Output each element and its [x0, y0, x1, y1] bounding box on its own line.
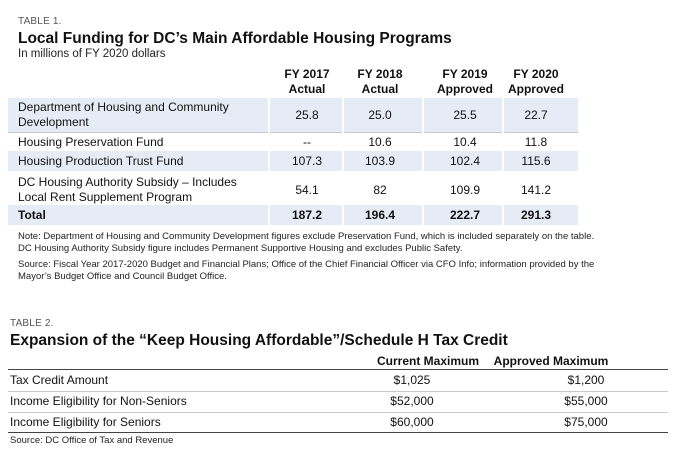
- table-cell: 103.9: [364, 154, 396, 168]
- column-header-fy2018: FY 2018 Actual: [357, 67, 403, 96]
- table-cell: 141.2: [520, 183, 552, 197]
- table-cell: $52,000: [390, 394, 434, 408]
- total-cell: 222.7: [449, 208, 481, 222]
- total-cell: 291.3: [520, 208, 552, 222]
- table-cell: 115.6: [521, 154, 551, 168]
- table2-tag: TABLE 2.: [10, 318, 54, 329]
- table-cell: 10.4: [453, 135, 477, 149]
- column-divider: [422, 98, 424, 225]
- column-divider: [268, 98, 270, 225]
- total-cell: 196.4: [364, 208, 396, 222]
- column-header-fy2017: FY 2017 Actual: [284, 67, 330, 96]
- table1-source: Source: Fiscal Year 2017-2020 Budget and…: [18, 259, 595, 282]
- row-divider: [8, 412, 668, 413]
- table-row-shade: [8, 205, 578, 225]
- table-row-shade: [8, 98, 578, 132]
- column-header-fy2019: FY 2019 Approved: [436, 67, 493, 96]
- footer-rule: [8, 432, 668, 433]
- table2-title: Expansion of the “Keep Housing Affordabl…: [10, 332, 508, 349]
- table-row-label: Income Eligibility for Non-Seniors: [10, 394, 187, 408]
- row-divider: [8, 391, 668, 392]
- table-cell: $55,000: [564, 394, 608, 408]
- table-row-shade: [8, 151, 578, 171]
- table2-source: Source: DC Office of Tax and Revenue: [10, 435, 174, 446]
- table-cell: $75,000: [564, 415, 608, 429]
- table-cell: 82: [373, 183, 387, 197]
- table1-tag: TABLE 1.: [18, 16, 62, 27]
- row-divider: [8, 132, 578, 133]
- table-cell: $1,025: [393, 373, 431, 387]
- table-row-label: Income Eligibility for Seniors: [10, 415, 161, 429]
- table-cell: 10.6: [368, 135, 392, 149]
- table-cell: 109.9: [449, 183, 481, 197]
- column-divider: [502, 98, 504, 225]
- column-header-approved: Approved Maximum: [493, 354, 609, 368]
- column-header-fy2020: FY 2020 Approved: [507, 67, 564, 96]
- total-label: Total: [18, 208, 46, 222]
- table-row-label: Department of Housing and Community Deve…: [18, 100, 229, 129]
- table-cell: 54.1: [295, 183, 319, 197]
- table-cell: 22.7: [524, 108, 548, 122]
- header-rule: [8, 369, 668, 370]
- column-divider: [342, 98, 344, 225]
- table-cell: 107.3: [291, 154, 323, 168]
- table-cell: $60,000: [390, 415, 434, 429]
- table-cell: 25.5: [453, 108, 477, 122]
- table-cell: 102.4: [449, 154, 481, 168]
- table1-subtitle: In millions of FY 2020 dollars: [18, 48, 166, 60]
- table1-title: Local Funding for DC’s Main Affordable H…: [18, 30, 452, 47]
- table-cell: 25.8: [295, 108, 319, 122]
- table-cell: 11.8: [524, 135, 548, 149]
- table-cell: $1,200: [567, 373, 605, 387]
- table-cell: 25.0: [368, 108, 392, 122]
- column-header-current: Current Maximum: [376, 354, 480, 368]
- table-row-label: Tax Credit Amount: [10, 373, 109, 387]
- table-row-label: Housing Production Trust Fund: [18, 154, 184, 168]
- table1-note: Note: Department of Housing and Communit…: [18, 231, 595, 254]
- total-cell: 187.2: [291, 208, 323, 222]
- table-row-label: DC Housing Authority Subsidy – Includes …: [18, 175, 237, 204]
- table-cell: --: [303, 135, 311, 149]
- table-row-label: Housing Preservation Fund: [18, 135, 164, 149]
